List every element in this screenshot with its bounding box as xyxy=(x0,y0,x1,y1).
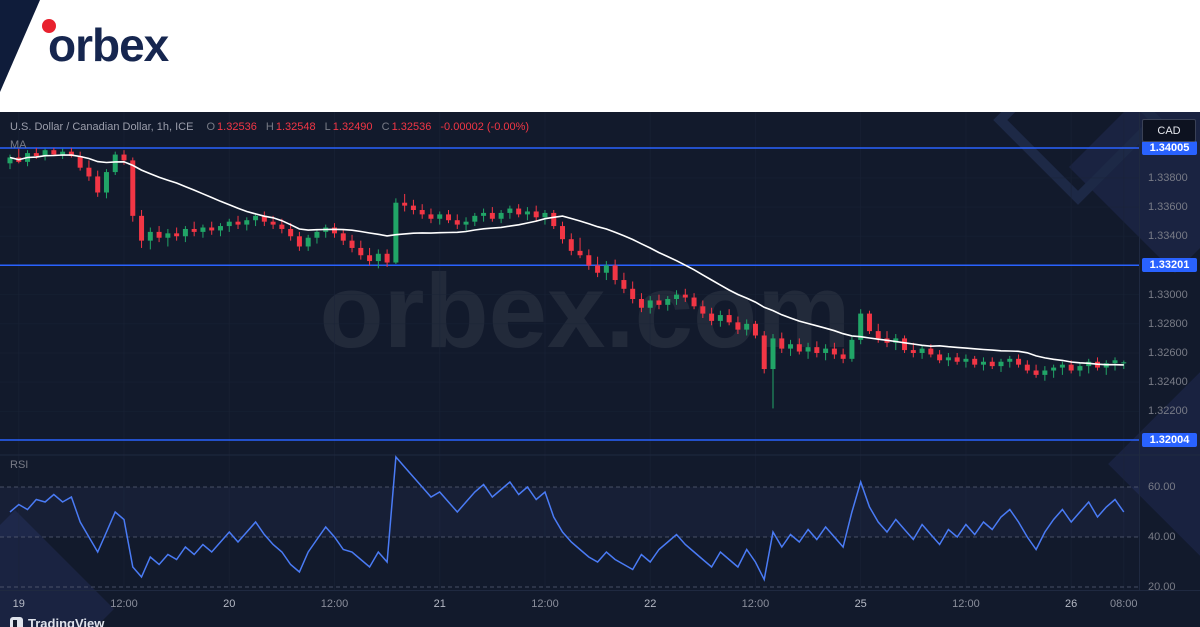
tradingview-logo-icon xyxy=(10,617,23,627)
tradingview-label: TradingView xyxy=(28,616,105,627)
price-axis-tick: 1.33000 xyxy=(1148,288,1188,301)
candlestick-chart[interactable]: orbex.com xyxy=(0,112,1200,627)
open-label: O xyxy=(206,121,216,133)
candles-layer xyxy=(7,148,1127,409)
time-axis[interactable]: 19 12:00 20 12:00 21 12:00 22 12:00 25 12:00 26 08:… xyxy=(0,590,1200,627)
symbol-legend: U.S. Dollar / Canadian Dollar, 1h, ICE O… xyxy=(10,120,529,153)
high-label: H xyxy=(265,121,274,133)
orbex-logo: orbex xyxy=(42,19,169,71)
grid xyxy=(0,112,1140,590)
time-axis-label: 21 xyxy=(433,598,446,610)
price-axis-tick: 1.32400 xyxy=(1148,376,1188,389)
low-label: L xyxy=(324,121,331,133)
time-axis-label: 12:00 xyxy=(320,598,349,610)
time-axis-label: 12:00 xyxy=(531,598,559,610)
close-value: 1.32536 xyxy=(391,121,432,133)
price-level-badge: 1.34005 xyxy=(1142,141,1197,155)
price-level-badge: 1.32004 xyxy=(1142,432,1197,447)
tradingview-attribution[interactable]: TradingView xyxy=(10,616,104,627)
time-axis-label: 08:00 xyxy=(1110,598,1138,610)
change-value: -0.00002 (-0.00%) xyxy=(440,121,530,133)
ma-indicator-label[interactable]: MA xyxy=(10,139,27,151)
price-axis-tick: 1.33600 xyxy=(1148,201,1188,214)
ma-line xyxy=(9,154,1124,366)
price-level-badge: 1.33201 xyxy=(1142,258,1197,273)
time-axis-label: 12:00 xyxy=(110,598,138,610)
price-axis-tick: 1.32200 xyxy=(1148,405,1188,418)
rsi-line xyxy=(9,455,1125,582)
price-axis-tick: 1.32600 xyxy=(1148,346,1188,359)
logo-text: orbex xyxy=(48,19,169,71)
logo-dot-icon xyxy=(42,19,56,33)
brand-header: orbex xyxy=(0,0,1200,112)
time-axis-label: 12:00 xyxy=(952,598,980,610)
time-axis-label: 12:00 xyxy=(741,598,770,610)
support-resistance-lines xyxy=(0,147,1140,441)
open-value: 1.32536 xyxy=(217,121,257,133)
rsi-axis-tick: 60.00 xyxy=(1148,481,1176,493)
high-value: 1.32548 xyxy=(275,121,316,133)
price-axis-tick: 1.33400 xyxy=(1148,230,1188,243)
price-axis[interactable]: 1.33800 1.33600 1.33400 1.33000 1.32800 1.326… xyxy=(1139,112,1200,593)
rsi-indicator-legend: RSI xyxy=(10,459,28,471)
time-axis-label: 25 xyxy=(854,598,867,610)
price-axis-tick: 1.32800 xyxy=(1148,317,1188,330)
rsi-indicator-label[interactable]: RSI xyxy=(10,459,29,471)
rsi-axis-tick: 40.00 xyxy=(1148,531,1176,543)
close-label: C xyxy=(381,121,390,133)
time-axis-label: 19 xyxy=(12,598,25,610)
chart-area[interactable]: orbex.com U.S. Dollar / Canadian Dollar,… xyxy=(0,112,1200,627)
currency-toggle-cad[interactable]: CAD xyxy=(1142,119,1196,142)
time-axis-label: 22 xyxy=(644,598,657,610)
rsi-pane xyxy=(0,455,1140,588)
symbol-title[interactable]: U.S. Dollar / Canadian Dollar, 1h, ICE xyxy=(10,121,194,133)
time-axis-label: 20 xyxy=(223,598,236,610)
low-value: 1.32490 xyxy=(332,121,373,133)
corner-decoration-icon xyxy=(0,0,40,92)
time-axis-label: 26 xyxy=(1065,598,1078,610)
price-axis-tick: 1.33800 xyxy=(1148,171,1188,184)
